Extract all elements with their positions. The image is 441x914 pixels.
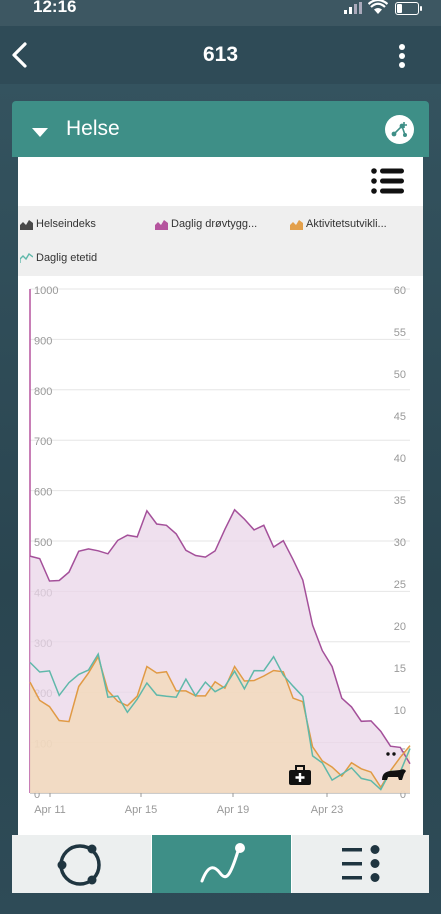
signal-icon	[344, 2, 362, 14]
legend-item-daglig-etetid[interactable]: Daglig etetid	[20, 250, 97, 266]
nav-bar: 613	[0, 26, 441, 84]
y-right-tick-label: 45	[394, 411, 406, 423]
legend-swatch-icon	[20, 219, 33, 230]
y-left-tick-label: 900	[34, 335, 52, 347]
legend-item-aktivitetsutvikling[interactable]: Aktivitetsutvikli...	[290, 216, 387, 232]
tab-divider	[151, 835, 152, 893]
series-area	[30, 656, 410, 793]
y-right-tick-label: 40	[394, 453, 406, 465]
y-right-tick-label: 50	[394, 369, 406, 381]
y-right-tick-label: 60	[394, 285, 406, 297]
y-right-tick-label: 20	[394, 621, 406, 633]
list-tab[interactable]	[292, 835, 431, 893]
wifi-icon	[368, 0, 388, 14]
legend-item-helseindeks[interactable]: Helseindeks	[20, 216, 96, 232]
bottom-tab-bar	[12, 835, 429, 893]
list-bullets-icon	[342, 845, 380, 882]
y-left-tick-label: 1000	[34, 285, 58, 297]
y-right-tick-label: 35	[394, 495, 406, 507]
more-vertical-icon[interactable]	[396, 44, 408, 70]
section-title: Helse	[66, 117, 120, 140]
series-line	[29, 654, 411, 789]
series-line	[29, 508, 411, 765]
legend-label: Helseindeks	[36, 218, 96, 230]
x-tick-label: Apr 11	[34, 804, 66, 816]
legend-swatch-icon	[155, 219, 168, 230]
legend-swatch-icon	[290, 219, 303, 230]
back-chevron-icon[interactable]	[8, 40, 32, 70]
y-left-tick-label: 500	[34, 537, 52, 549]
line-chart[interactable]: 1000900800700600500400300200100060555045…	[18, 276, 423, 835]
y-right-tick-label: 30	[394, 537, 406, 549]
battery-tip	[420, 6, 422, 11]
cow-icon	[382, 752, 406, 780]
series-line	[29, 652, 411, 791]
share-nodes-icon	[391, 122, 407, 137]
overview-tab[interactable]	[12, 835, 151, 893]
status-time: 12:16	[33, 0, 77, 16]
chart-tab[interactable]	[152, 835, 291, 893]
x-tick-label: Apr 15	[125, 804, 157, 816]
battery-icon	[395, 2, 419, 15]
y-left-tick-label: 0	[34, 789, 40, 801]
status-bar: 12:16	[0, 0, 441, 26]
y-right-tick-label: 55	[394, 327, 406, 339]
share-button[interactable]	[385, 115, 414, 144]
trend-line-icon	[200, 843, 245, 883]
chevron-down-icon	[32, 128, 48, 137]
y-right-tick-label: 0	[400, 789, 406, 801]
list-menu-icon[interactable]	[370, 165, 406, 197]
y-right-tick-label: 25	[394, 579, 406, 591]
y-right-tick-label: 15	[394, 663, 406, 675]
medical-kit-icon	[289, 765, 311, 785]
x-tick-label: Apr 19	[217, 804, 249, 816]
chart-card: Helseindeks Daglig drøvtygg... Aktivitet…	[18, 157, 423, 835]
chart-area[interactable]: 1000900800700600500400300200100060555045…	[18, 276, 423, 835]
circle-nodes-icon	[57, 844, 101, 886]
legend-label: Daglig etetid	[36, 252, 98, 264]
y-left-tick-label: 800	[34, 386, 52, 398]
y-right-tick-label: 10	[394, 705, 406, 717]
section-header-helse[interactable]: Helse	[12, 101, 429, 157]
tab-divider	[291, 835, 292, 893]
x-tick-label: Apr 23	[311, 804, 343, 816]
legend-swatch-icon	[20, 252, 33, 263]
legend-item-daglig-drovtygg[interactable]: Daglig drøvtygg...	[155, 216, 257, 232]
page-title: 613	[202, 43, 239, 66]
y-left-tick-label: 700	[34, 436, 52, 448]
y-left-tick-label: 600	[34, 487, 52, 499]
legend-label: Daglig drøvtygg...	[171, 218, 258, 230]
chart-legend: Helseindeks Daglig drøvtygg... Aktivitet…	[18, 206, 423, 276]
legend-label: Aktivitetsutvikli...	[306, 218, 387, 230]
